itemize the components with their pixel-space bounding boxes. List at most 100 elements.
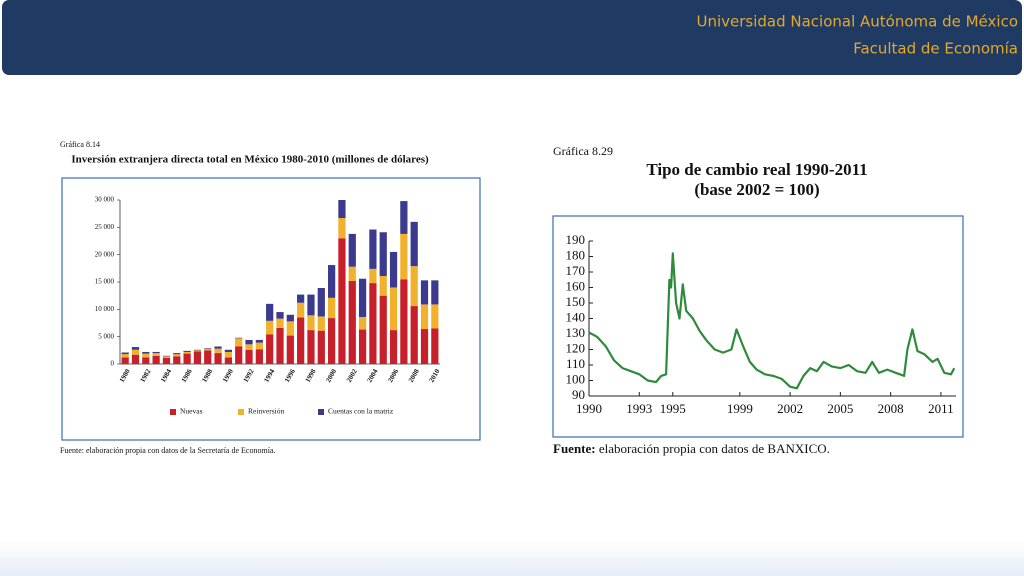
legend-label: Nuevas	[180, 407, 203, 416]
bar-segment	[358, 278, 367, 317]
x-tick-label: 1984	[159, 367, 173, 384]
chart-source: Fuente: elaboración propia con datos de …	[553, 441, 830, 456]
y-tick-label: 0	[111, 360, 115, 368]
y-tick-label: 5 000	[98, 332, 114, 340]
x-tick-label: 2010	[428, 367, 442, 384]
faculty: Facultad de Economía	[853, 40, 1018, 58]
bar-segment	[379, 275, 387, 296]
chart-subtitle: (base 2002 = 100)	[694, 180, 819, 199]
bar-segment	[358, 316, 367, 330]
x-tick-label: 1988	[200, 367, 214, 384]
bar-segment	[420, 280, 429, 305]
bar-segment	[131, 349, 140, 355]
bar-segment	[193, 351, 202, 364]
x-tick-label: 1982	[139, 367, 153, 384]
bar-segment	[307, 294, 315, 316]
bar-segment	[266, 320, 274, 335]
bar-segment	[224, 357, 232, 364]
y-tick-label: 90	[572, 387, 585, 402]
bar-segment	[266, 334, 274, 364]
bar-segment	[400, 279, 408, 364]
y-tick-label: 180	[566, 247, 586, 262]
bar-segment	[245, 339, 253, 345]
bar-segment	[317, 288, 325, 317]
bar-segment	[276, 327, 284, 364]
bar-segment	[204, 348, 212, 349]
x-tick-label: 2000	[324, 367, 338, 384]
bar-segment	[255, 342, 263, 350]
legend-label: Cuentas con la matriz	[328, 407, 394, 416]
bar-segment	[297, 302, 305, 318]
y-tick-label: 100	[566, 371, 586, 386]
bar-segment	[276, 312, 284, 319]
bar-segment	[317, 330, 325, 364]
bar-segment	[235, 338, 243, 347]
line-series	[588, 252, 956, 390]
bar-segment	[162, 356, 171, 358]
bar-segment	[142, 351, 150, 354]
chart-frame	[61, 177, 481, 441]
bar-segment	[245, 344, 253, 350]
chart-label: Gráfica 8.14	[60, 140, 100, 149]
bar-segment	[286, 335, 294, 364]
y-tick-label: 130	[566, 325, 586, 340]
bar-segment	[410, 306, 418, 364]
bar-segment	[297, 317, 305, 364]
bar-segment	[193, 350, 202, 352]
bar-segment	[410, 266, 418, 307]
bar-segment	[173, 356, 181, 364]
bar-segment	[162, 355, 171, 357]
bar-segment	[121, 357, 129, 364]
bar-segment	[389, 251, 398, 288]
bar-segment	[389, 330, 398, 364]
source-text: elaboración propia con datos de BANXICO.	[599, 441, 830, 456]
x-tick-label: 1993	[626, 401, 652, 416]
bar-segment	[173, 353, 181, 355]
bar-segment	[183, 353, 191, 364]
y-tick-label: 10 000	[95, 305, 115, 313]
y-tick-label: 30 000	[95, 196, 115, 204]
bar-segment	[348, 280, 356, 364]
bar-segment	[152, 351, 160, 354]
bar-segment	[338, 218, 346, 239]
footer-band	[0, 540, 1024, 576]
x-tick-label: 1995	[660, 401, 686, 416]
bar-segment	[431, 280, 439, 305]
bar-segment	[338, 200, 346, 219]
x-tick-label: 1986	[180, 367, 194, 384]
y-tick-label: 110	[566, 356, 585, 371]
chart-label: Gráfica 8.29	[553, 144, 613, 158]
bar-segment	[420, 304, 429, 330]
y-tick-label: 120	[566, 340, 586, 355]
x-tick-label: 2011	[928, 401, 954, 416]
bar-segment	[193, 349, 202, 351]
y-tick-label: 140	[566, 309, 586, 324]
bar-segment	[204, 350, 212, 364]
chart-frame	[552, 215, 964, 438]
x-tick-label: 2002	[777, 401, 803, 416]
bar-segment	[389, 287, 398, 331]
source-label: Fuente:	[553, 441, 596, 456]
bar-segment	[183, 351, 191, 354]
x-tick-label: 1992	[242, 367, 256, 384]
legend-swatch	[170, 409, 176, 415]
bar-segment	[379, 295, 387, 364]
bar-segment	[142, 353, 150, 358]
bar-segment	[266, 303, 274, 321]
bar-segment	[255, 349, 263, 364]
bar-segment	[400, 201, 408, 234]
bar-segment	[307, 315, 315, 331]
x-tick-label: 1998	[304, 367, 318, 384]
bar-segment	[400, 233, 408, 280]
x-tick-label: 2005	[827, 401, 853, 416]
bar-segment	[224, 349, 232, 352]
bar-segment	[369, 268, 377, 284]
chart-title: Tipo de cambio real 1990-2011	[646, 160, 867, 179]
university: Universidad Nacional Autónoma de México	[696, 13, 1018, 31]
bar-segment	[420, 329, 429, 364]
bar-segment	[348, 233, 356, 267]
bar-segment	[152, 355, 160, 364]
bar-segment	[214, 353, 222, 364]
bar-segment	[173, 354, 181, 357]
